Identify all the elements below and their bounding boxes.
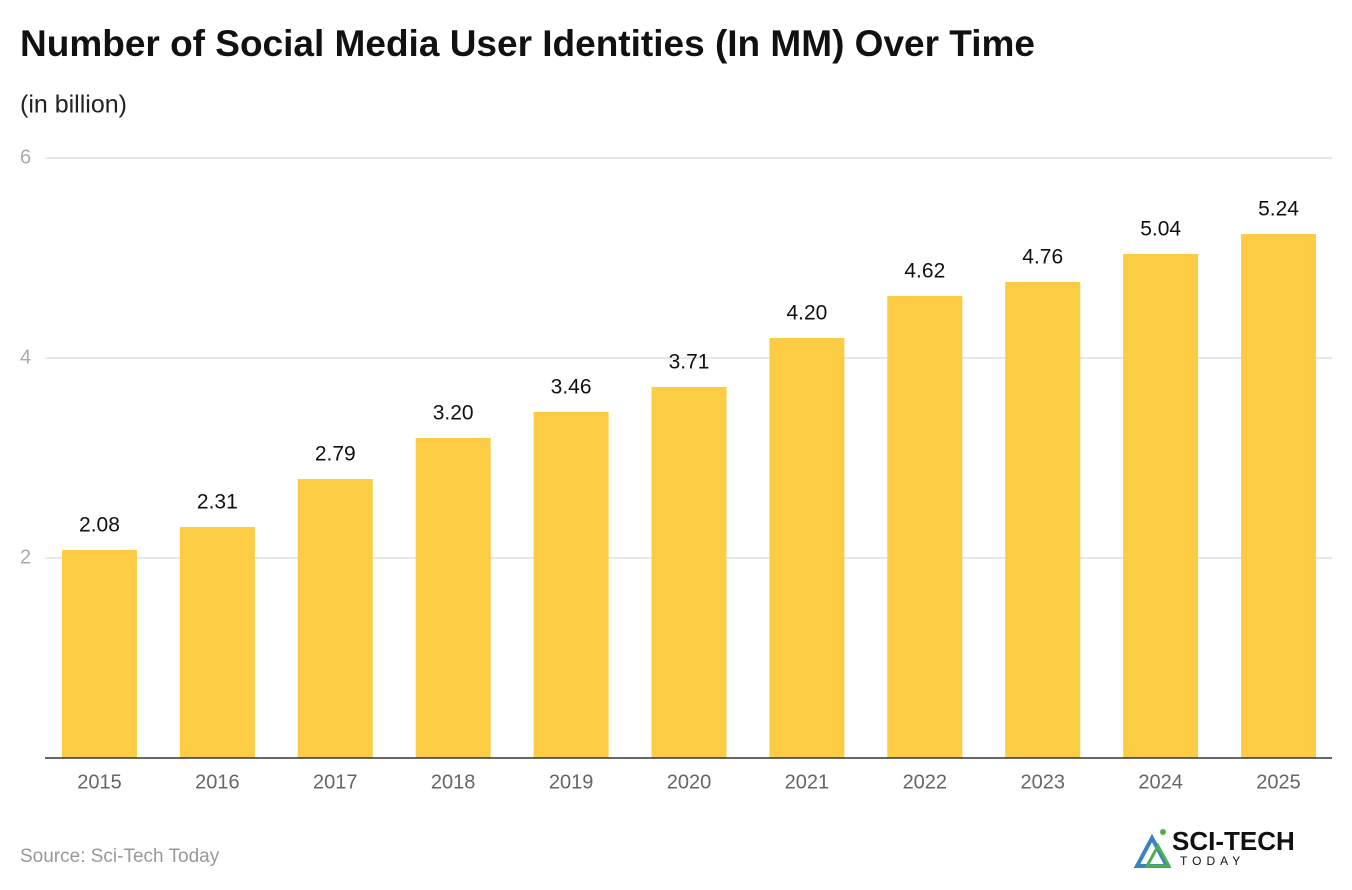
x-tick-label: 2024 [1138,771,1183,793]
logo-icon [1144,842,1172,868]
logo-dot [1160,829,1166,835]
value-label: 5.24 [1258,198,1299,221]
x-tick-label: 2025 [1256,771,1301,793]
bar [887,296,963,758]
y-tick-label: 4 [20,346,31,368]
value-label: 4.62 [904,260,945,283]
bar [533,412,609,758]
chart-title: Number of Social Media User Identities (… [20,23,1035,64]
bar [651,387,727,758]
bar [61,550,137,758]
x-tick-label: 2015 [77,771,122,793]
bar [297,479,373,758]
value-label: 3.20 [433,402,474,425]
bar [1123,254,1199,758]
logo-name: SCI-TECH [1172,826,1295,856]
value-label: 2.79 [315,443,356,466]
bar [769,338,845,758]
chart-subtitle: (in billion) [20,91,127,119]
x-tick-label: 2019 [549,771,594,793]
bar [1241,234,1317,758]
y-tick-label: 6 [20,146,31,168]
value-label: 5.04 [1140,218,1181,241]
x-tick-label: 2016 [195,771,240,793]
source: Source: Sci-Tech Today [20,846,220,867]
logo: SCI-TECH TODAY [1133,826,1295,868]
x-tick-label: 2017 [313,771,358,793]
x-tick-label: 2023 [1020,771,1065,793]
x-tick-label: 2020 [667,771,712,793]
x-tick-label: 2018 [431,771,476,793]
value-label: 3.71 [669,351,710,374]
value-label: 3.46 [551,376,592,399]
x-tick-label: 2021 [785,771,830,793]
bar [415,438,491,758]
value-label: 2.31 [197,491,238,514]
plot-area: 2 4 6 2015 2.08 2016 2.31 2017 2.79 2018 3.20 2019 3… [20,146,1332,793]
bar [179,527,255,758]
logo-tagline: TODAY [1180,854,1245,868]
value-label: 2.08 [79,514,120,537]
bar [1005,282,1081,758]
value-label: 4.76 [1022,246,1063,269]
y-tick-label: 2 [20,546,31,568]
value-label: 4.20 [786,302,827,325]
x-tick-label: 2022 [903,771,948,793]
